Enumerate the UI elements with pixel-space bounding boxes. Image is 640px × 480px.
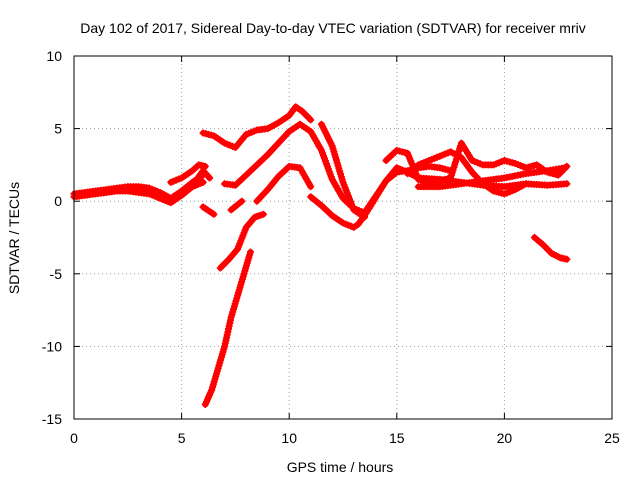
chart-title: Day 102 of 2017, Sidereal Day-to-day VTE… [80,20,585,36]
series-track-13 [404,148,530,198]
y-tick-label: -15 [42,411,62,427]
series-track-14 [414,164,569,191]
x-tick-label: 10 [281,430,297,446]
data-point-marker [522,180,530,188]
y-tick-label: 10 [46,48,62,64]
data-point-marker [561,164,569,172]
data-point-marker [563,180,571,188]
series-track-10 [307,164,571,231]
series-track-5 [188,167,214,191]
data-point-marker [246,248,254,256]
series-track-7 [199,203,218,218]
x-tick-label: 15 [389,430,405,446]
x-axis-label: GPS time / hours [287,459,394,475]
series-track-17 [531,234,571,263]
series-track-2 [70,178,207,207]
data-point-marker [307,183,315,191]
plot-frame [73,55,613,420]
x-tick-label: 25 [604,430,620,446]
data-series [70,103,571,408]
series-track-15 [201,248,254,408]
x-tick-label: 0 [70,430,78,446]
data-point-marker [361,213,369,221]
data-point-marker [563,255,571,263]
data-point-marker [206,174,214,182]
x-tick-label: 20 [497,430,513,446]
series-track-11 [317,120,369,221]
series-track-16 [216,210,267,272]
series-track-9 [253,162,315,205]
data-point-marker [307,116,315,124]
axis-ticks: 0 5 10 15 20 25 -15 -10 -5 0 5 10 [42,48,620,446]
data-point-marker [210,210,218,218]
y-tick-label: -10 [42,338,62,354]
x-tick-label: 5 [178,430,186,446]
data-point-marker [199,178,207,186]
y-tick-label: 0 [54,193,62,209]
data-point-marker [259,210,267,218]
y-axis-label: SDTVAR / TECUs [6,182,22,294]
series-track-4 [199,103,315,151]
y-tick-label: 5 [54,121,62,137]
series-track-8 [227,197,246,214]
data-point-marker [238,197,246,205]
y-tick-label: -5 [50,266,63,282]
